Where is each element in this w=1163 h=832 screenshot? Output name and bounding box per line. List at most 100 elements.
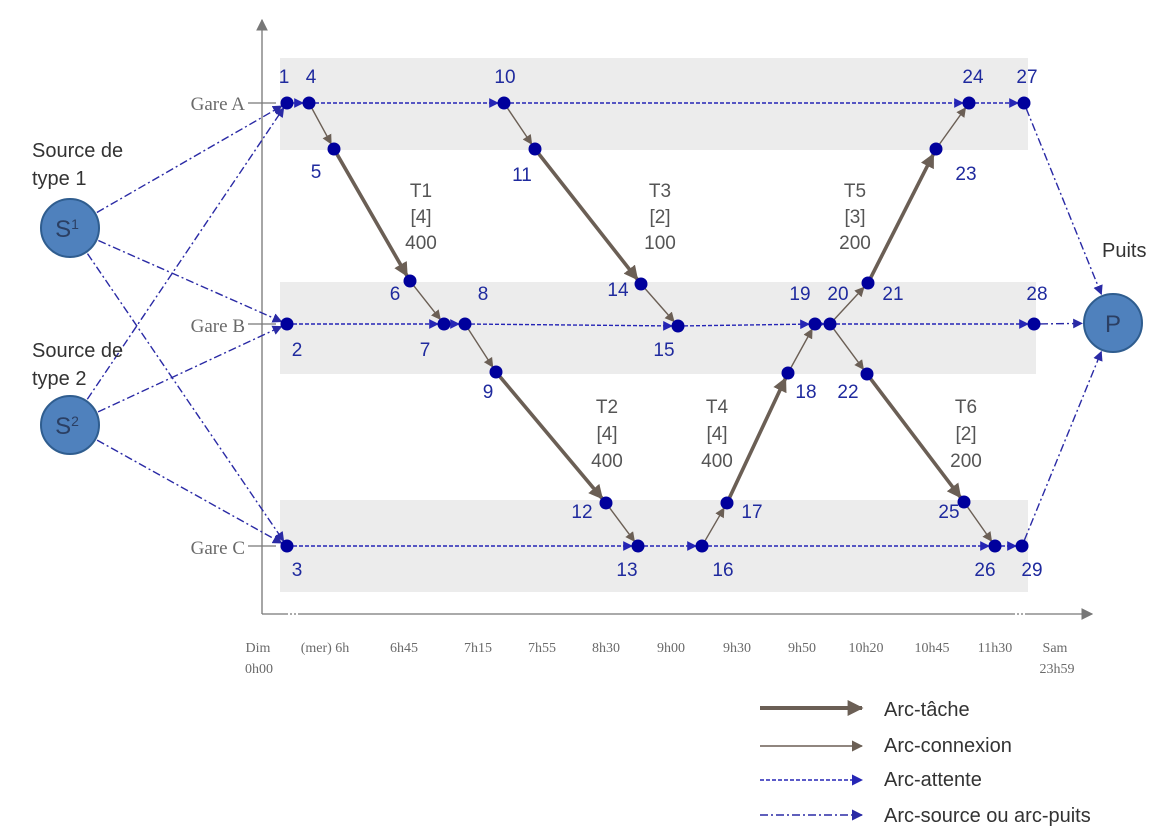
node-23: [929, 142, 943, 156]
task-t6-name: T6: [955, 397, 977, 418]
node-label-8: 8: [478, 284, 489, 305]
task-t4-name: T4: [706, 397, 729, 418]
node-label-20: 20: [827, 284, 848, 305]
node-label-5: 5: [311, 162, 322, 183]
node-label-24: 24: [962, 67, 984, 88]
node-16: [695, 539, 709, 553]
source-1-node: [40, 198, 100, 258]
task-arc-t6: [869, 377, 962, 499]
connection-arc-6-7: [413, 285, 441, 321]
node-18: [781, 366, 795, 380]
node-2: [280, 317, 294, 331]
sources: Source de type 1 S1 Source de type 2 S2: [32, 140, 123, 455]
task-labels: T1 [4] 400 T3 [2] 100 T5 [3] 200 T2 [4] …: [405, 181, 982, 472]
source-2-sup: 2: [71, 413, 79, 429]
time-tick-1: (mer) 6h: [301, 641, 350, 656]
node-label-26: 26: [974, 560, 995, 581]
node-24: [962, 96, 976, 110]
node-20: [823, 317, 837, 331]
station-bands: [280, 58, 1036, 592]
legend: Arc-tâche Arc-connexion Arc-attente Arc-…: [760, 699, 1091, 827]
task-t4-capacity: [4]: [706, 424, 727, 445]
legend-connection-label: Arc-connexion: [884, 735, 1012, 757]
node-29: [1015, 539, 1029, 553]
time-tick-9: 10h20: [849, 641, 884, 656]
source-arc-S1-3: [86, 253, 285, 542]
node-label-9: 9: [483, 382, 494, 403]
source-1-caption-line2: type 1: [32, 168, 86, 190]
node-label-18: 18: [795, 382, 816, 403]
node-label-21: 21: [882, 284, 903, 305]
connection-arc-25-26: [966, 506, 993, 542]
task-t1-capacity: [4]: [410, 207, 431, 228]
source-arc-S1-2: [98, 239, 283, 323]
node-7: [437, 317, 451, 331]
node-22: [860, 367, 874, 381]
connection-arc-8-9: [467, 328, 494, 368]
time-tick-2: 6h45: [390, 641, 418, 656]
wait-arc-8-15: [470, 320, 673, 331]
node-label-23: 23: [955, 164, 976, 185]
axis-break-right: [1013, 610, 1027, 618]
node-label-16: 16: [712, 560, 733, 581]
source-arc-S2-2: [97, 325, 283, 413]
connection-arc-18-19: [790, 328, 813, 369]
node-4: [302, 96, 316, 110]
source-arc-S2-1: [86, 107, 285, 400]
time-tick-0-line1: Dim: [246, 641, 271, 656]
task-arc-t1: [335, 153, 409, 278]
time-tick-4: 7h55: [528, 641, 556, 656]
time-tick-5: 8h30: [592, 641, 620, 656]
task-arc-t4: [727, 377, 788, 499]
time-tick-11: 11h30: [978, 641, 1012, 656]
node-3: [280, 539, 294, 553]
source-arc-S1-1: [96, 105, 283, 214]
station-label-a: Gare A: [191, 94, 246, 115]
task-arc-t3: [537, 152, 639, 281]
wait-arc-15-19: [683, 319, 810, 330]
node-label-12: 12: [571, 502, 592, 523]
node-8: [458, 317, 472, 331]
time-tick-7: 9h30: [723, 641, 751, 656]
task-arc-t5: [869, 153, 935, 279]
node-label-11: 11: [512, 165, 532, 186]
node-19: [808, 317, 822, 331]
connection-arc-10-11: [506, 107, 533, 145]
node-10: [497, 96, 511, 110]
legend-wait-label: Arc-attente: [884, 769, 982, 791]
time-tick-10: 10h45: [915, 641, 950, 656]
band-gare-a: [280, 58, 1028, 150]
task-arcs: [335, 152, 962, 500]
time-tick-0-line2: 0h00: [245, 662, 273, 677]
node-14: [634, 277, 648, 291]
node-label-10: 10: [494, 67, 515, 88]
connection-arc-14-15: [644, 288, 675, 323]
task-t3-value: 100: [644, 233, 676, 254]
source-2-caption-line2: type 2: [32, 368, 86, 390]
task-t6-capacity: [2]: [955, 424, 976, 445]
source-1-sup: 1: [71, 216, 79, 232]
time-tick-6: 9h00: [657, 641, 685, 656]
task-t2-name: T2: [596, 397, 618, 418]
node-label-27: 27: [1016, 67, 1037, 88]
node-27: [1017, 96, 1031, 110]
connection-arc-23-24: [938, 107, 967, 145]
task-t5-capacity: [3]: [844, 207, 865, 228]
task-t1-name: T1: [410, 181, 432, 202]
node-13: [631, 539, 645, 553]
source-1-letter: S1: [55, 216, 79, 243]
connection-arc-16-17: [704, 507, 725, 542]
task-t2-value: 400: [591, 451, 623, 472]
band-gare-b: [280, 282, 1036, 374]
node-1: [280, 96, 294, 110]
node-label-6: 6: [390, 284, 401, 305]
nodes: [280, 96, 1041, 553]
time-tick-12-line1: Sam: [1043, 641, 1068, 656]
sink-arc-29-P: [1023, 350, 1103, 541]
source-2-caption-line1: Source de: [32, 340, 123, 362]
node-15: [671, 319, 685, 333]
task-t2-capacity: [4]: [596, 424, 617, 445]
node-17: [720, 496, 734, 510]
